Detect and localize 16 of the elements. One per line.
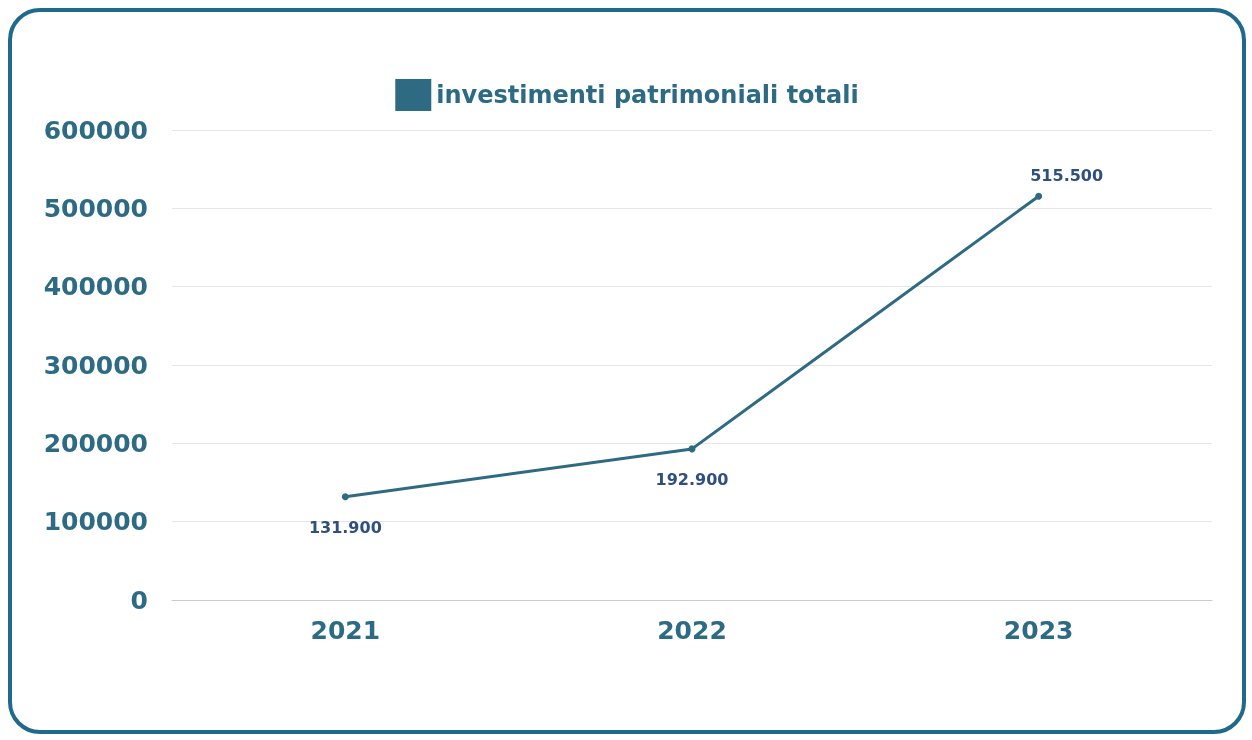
y-tick-label: 200000: [43, 428, 148, 458]
point: [341, 493, 349, 501]
y-tick-label: 600000: [43, 115, 148, 145]
x-tick-label: 2023: [1003, 616, 1074, 645]
data-label: 131.900: [308, 517, 382, 537]
legend-label: investimenti patrimoniali totali: [436, 81, 859, 109]
x-tick-label: 2022: [657, 616, 727, 645]
y-tick-label: 400000: [43, 272, 148, 302]
x-tick-label: 2021: [310, 616, 381, 645]
y-tick-label: 500000: [43, 193, 148, 223]
y-tick-label: 100000: [43, 507, 148, 537]
data-label: 192.900: [655, 469, 729, 489]
data-label: 515.500: [1030, 166, 1104, 186]
y-tick-label: 0: [130, 585, 148, 615]
point: [1035, 192, 1043, 200]
y-tick-label: 300000: [43, 350, 148, 380]
